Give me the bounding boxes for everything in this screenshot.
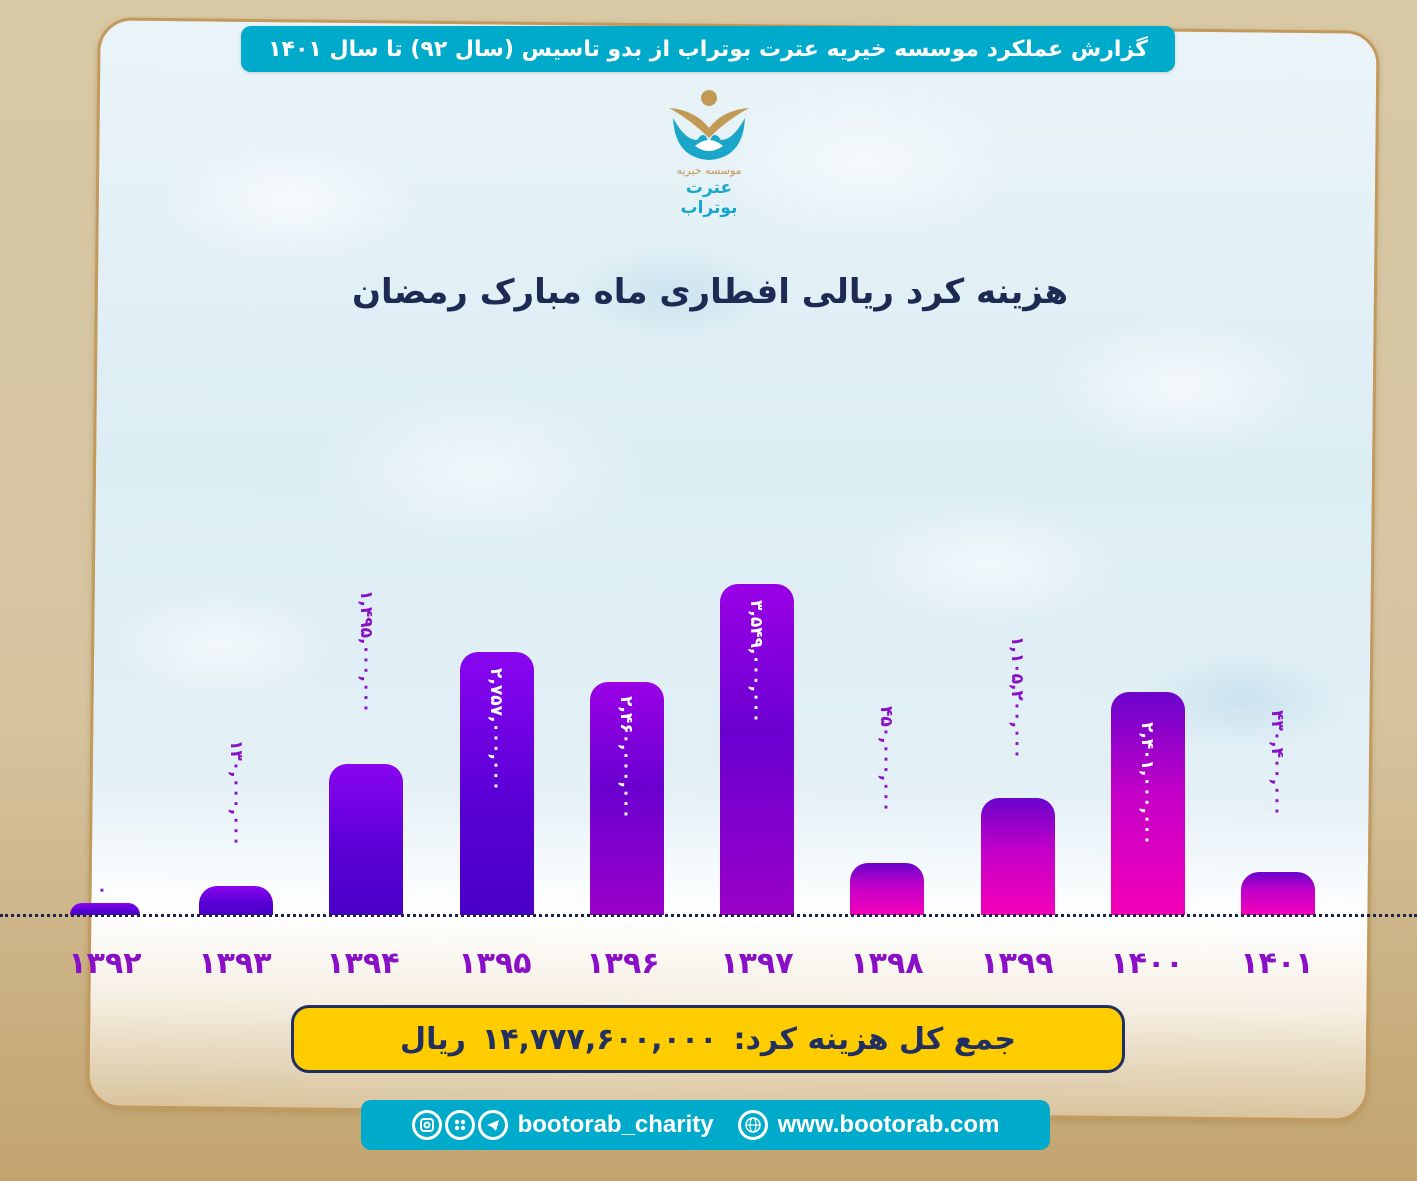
value-label-1399: ۱,۱۰۵,۲۰۰,۰۰۰ (1007, 636, 1027, 760)
value-label-1400: ۲,۴۰۱,۰۰۰,۰۰۰ (1137, 722, 1157, 846)
footer-contact-bar: bootorab_charity www.bootorab.com (361, 1100, 1050, 1150)
chart-baseline (0, 914, 1417, 917)
year-label-1396: ۱۳۹۶ (586, 946, 660, 981)
year-label-1399: ۱۳۹۹ (980, 946, 1054, 981)
bar-1394 (329, 764, 403, 915)
value-label-1397: ۳,۵۴۹,۰۰۰,۰۰۰ (746, 600, 766, 724)
year-label-1397: ۱۳۹۷ (720, 946, 794, 981)
year-label-1394: ۱۳۹۴ (326, 946, 400, 981)
value-label-1395: ۲,۷۵۷,۰۰۰,۰۰۰ (486, 668, 506, 792)
bar-1393 (199, 886, 273, 915)
bar-1395 (460, 652, 534, 915)
website-link[interactable]: www.bootorab.com (777, 1111, 1000, 1138)
bar-1398 (850, 863, 924, 915)
logo-subtitle: موسسه خیریه (676, 164, 742, 177)
banner-title: گزارش عملکرد موسسه خیریه عترت بوتراب از … (268, 36, 1148, 62)
value-label-1401: ۴۳۰,۴۰۰,۰۰۰ (1267, 710, 1287, 817)
instagram-icon[interactable] (411, 1110, 442, 1140)
logo-name: عترت بوتراب (680, 178, 738, 218)
value-label-1398: ۴۵۰,۰۰۰,۰۰۰ (876, 706, 896, 813)
total-summary: جمع کل هزینه کرد: ۱۴,۷۷۷,۶۰۰,۰۰۰ ریال (291, 1005, 1125, 1073)
bar-1399 (981, 798, 1055, 915)
year-label-1400: ۱۴۰۰ (1110, 946, 1184, 981)
value-label-1396: ۲,۴۶۰,۰۰۰,۰۰۰ (616, 696, 636, 820)
total-amount: ۱۴,۷۷۷,۶۰۰,۰۰۰ (481, 1021, 718, 1057)
year-label-1395: ۱۳۹۵ (458, 946, 532, 981)
logo-emblem-icon (669, 90, 749, 160)
value-label-1393: ۱۳۰,۰۰۰,۰۰۰ (226, 740, 246, 847)
social-handle[interactable]: bootorab_charity (517, 1111, 714, 1138)
telegram-icon[interactable] (477, 1110, 508, 1140)
bar-1400 (1111, 692, 1185, 915)
bar-1401 (1241, 872, 1315, 915)
charity-logo: موسسه خیریه عترت بوتراب (655, 88, 763, 218)
chart-title: هزینه کرد ریالی افطاری ماه مبارک رمضان (351, 272, 1069, 312)
year-label-1401: ۱۴۰۱ (1240, 946, 1314, 981)
globe-icon (737, 1110, 768, 1140)
total-unit: ریال (400, 1021, 466, 1057)
header-banner: گزارش عملکرد موسسه خیریه عترت بوتراب از … (241, 26, 1175, 72)
bar-1396 (590, 682, 664, 915)
eitaa-icon[interactable] (444, 1110, 475, 1140)
year-label-1398: ۱۳۹۸ (850, 946, 924, 981)
year-label-1392: ۱۳۹۲ (68, 946, 142, 981)
value-label-1392: ۰ (92, 885, 112, 896)
total-label: جمع کل هزینه کرد: (733, 1021, 1016, 1057)
year-label-1393: ۱۳۹۳ (198, 946, 272, 981)
bar-1392 (70, 903, 140, 915)
value-label-1394: ۱,۴۹۵,۰۰۰,۰۰۰ (356, 590, 376, 714)
bar-1397 (720, 584, 794, 915)
